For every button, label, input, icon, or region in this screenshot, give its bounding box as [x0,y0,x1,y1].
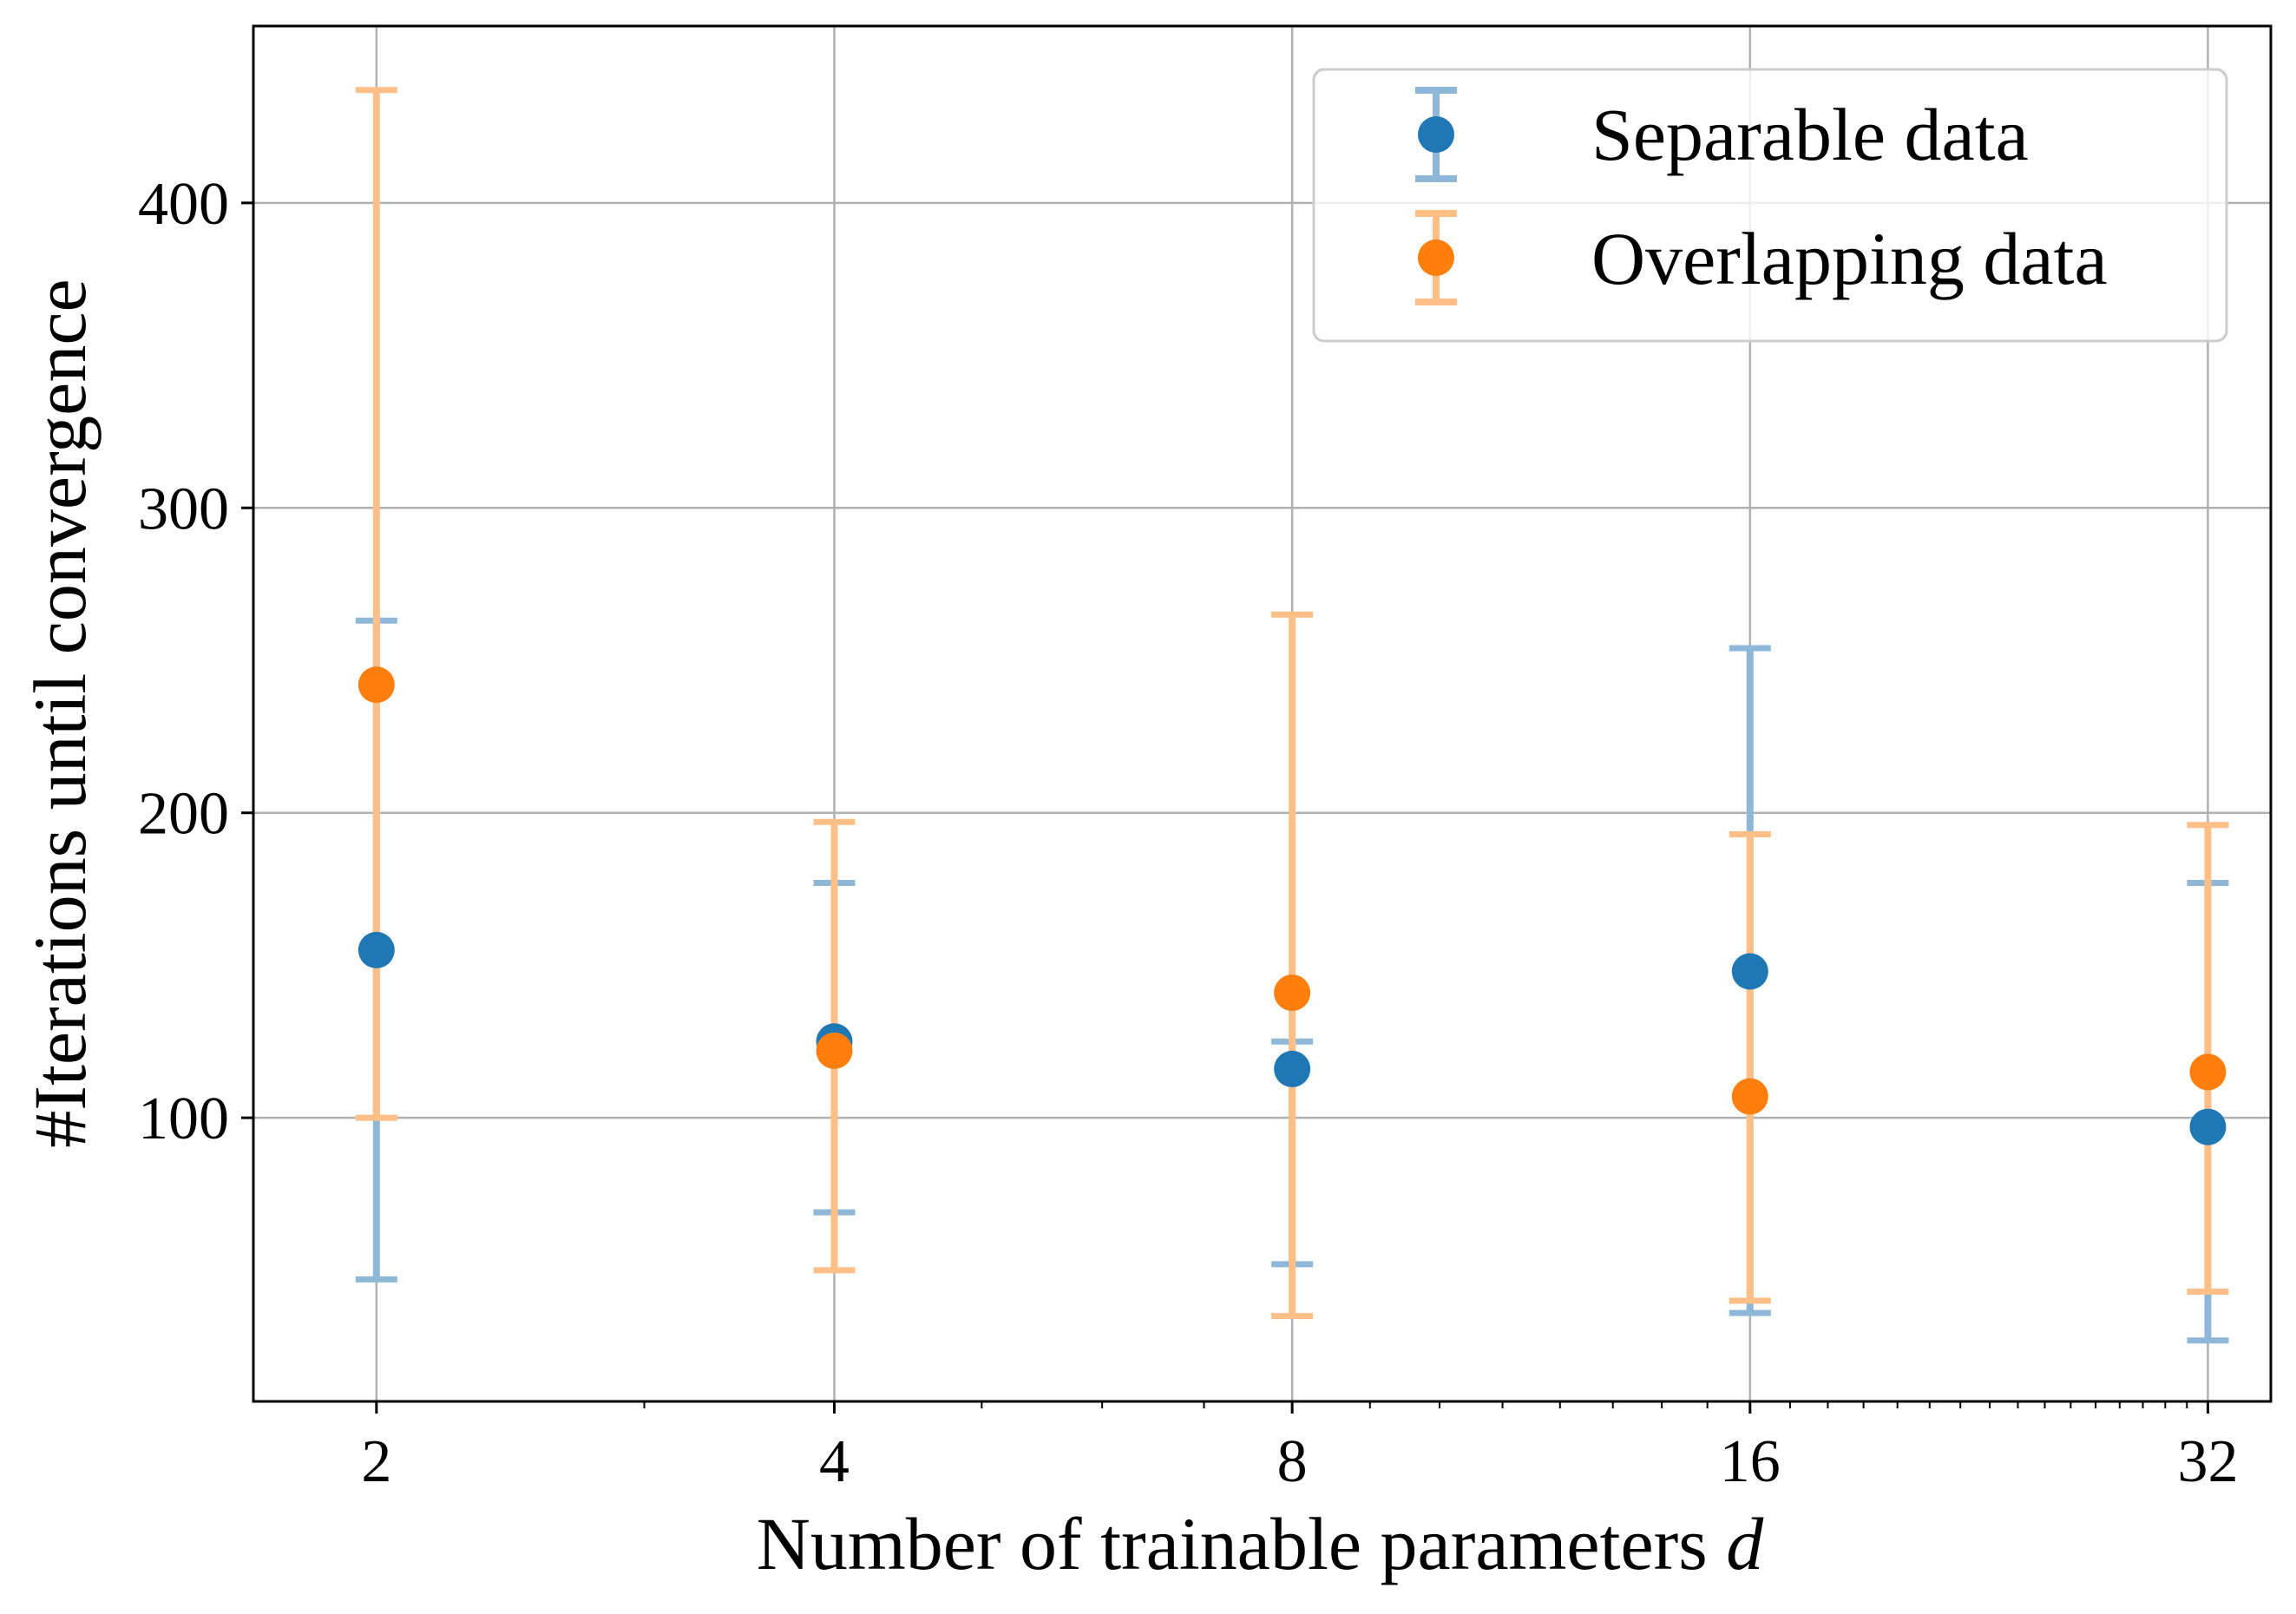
x-axis-label-text: Number of trainable parameters [757,1502,1708,1585]
overlapping-point-2 [358,666,395,704]
legend-entry-separable: Separable data [1415,87,2029,182]
x-tick-label-8: 8 [1277,1428,1308,1495]
x-tick-label-32: 32 [2177,1428,2238,1495]
plot-area-frame [252,24,2273,1403]
overlapping-point-32 [2189,1053,2227,1091]
y-tick-label-400: 400 [138,171,229,238]
legend-separable-label: Separable data [1591,93,2029,176]
separable-point-2 [358,931,395,968]
x-tick-label-4: 4 [819,1428,850,1495]
y-axis-label: #Iterations until convergence [18,279,102,1147]
legend: Separable data Overlapping data [1312,68,2228,343]
legend-overlapping-label: Overlapping data [1591,217,2108,300]
overlapping-point-8 [1274,974,1311,1012]
separable-point-8 [1274,1050,1311,1087]
y-tick-label-200: 200 [138,781,229,848]
axis-ticks: 2 4 8 16 32 100 200 300 400 [138,171,2238,1495]
y-tick-label-300: 300 [138,476,229,542]
x-minor-ticks [643,1401,2188,1408]
overlapping-point-16 [1731,1078,1768,1115]
x-tick-label-2: 2 [361,1428,391,1495]
legend-separable-marker [1418,116,1454,153]
overlapping-point-4 [816,1032,853,1069]
separable-point-32 [2189,1108,2227,1145]
legend-entry-overlapping: Overlapping data [1415,210,2108,305]
separable-point-16 [1731,953,1768,990]
x-tick-label-16: 16 [1720,1428,1781,1495]
y-tick-label-100: 100 [138,1086,229,1152]
legend-frame [1312,68,2228,343]
x-axis-label-variable: d [1726,1502,1764,1585]
x-axis-label: Number of trainable parameters d [757,1502,1765,1585]
legend-overlapping-marker [1418,239,1454,276]
plot-data [355,87,2229,1344]
